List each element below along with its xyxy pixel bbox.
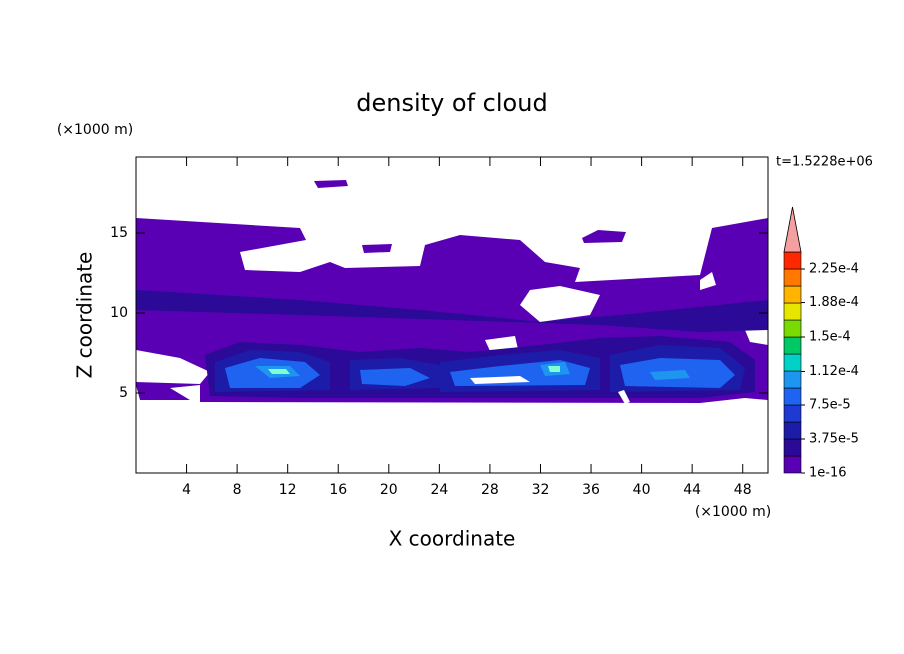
x-tick-label: 8 [233,482,242,498]
colorbar-tick-label: 1.12e-4 [809,364,859,379]
x-tick-label: 16 [329,482,347,498]
plot-frame [135,156,769,474]
colorbar-box [783,353,802,372]
colorbar-box [783,268,802,287]
colorbar: 1e-16 3.75e-5 7.5e-5 1.12e-4 1.5e-4 1.88e-4 2.… [783,206,859,481]
colorbar-box [783,302,802,321]
y-tick-label: 15 [110,225,128,241]
colorbar-box [783,336,802,355]
colorbar-box [783,438,802,457]
x-tick-label: 36 [582,482,600,498]
colorbar-box [783,370,802,389]
chart-title: density of cloud [356,89,547,117]
colorbar-box [783,387,802,406]
x-axis-label: X coordinate [389,527,516,551]
y-tick-label: 5 [119,385,128,401]
x-tick-label: 12 [279,482,297,498]
time-label: t=1.5228e+06 [776,155,873,170]
y-axis-label: Z coordinate [73,252,97,379]
contour-region [136,290,768,332]
colorbar-extend [783,206,802,253]
contour-region [225,358,735,388]
x-unit: (×1000 m) [695,504,771,520]
colorbar-tick-label: 3.75e-5 [809,432,859,447]
x-tick-label: 48 [734,482,752,498]
colorbar-box [783,421,802,440]
x-tick-label: 4 [182,482,191,498]
y-tick-label: 10 [110,305,128,321]
y-unit: (×1000 m) [57,122,133,138]
x-tick-label: 44 [683,482,701,498]
x-tick-label: 20 [380,482,398,498]
x-tick-label: 28 [481,482,499,498]
colorbar-tick-label: 2.25e-4 [809,262,859,277]
colorbar-box [783,251,802,270]
colorbar-box [783,319,802,338]
x-tick-label: 24 [430,482,448,498]
x-tick-label: 40 [633,482,651,498]
colorbar-box [783,404,802,423]
colorbar-tick-label: 7.5e-5 [809,398,851,413]
contour-field [136,180,768,404]
colorbar-tick-label: 1.88e-4 [809,295,859,310]
colorbar-box [783,285,802,304]
contour-hole [136,272,768,384]
colorbar-tick-label: 1e-16 [809,466,847,481]
x-tick-label: 32 [532,482,550,498]
colorbar-tick-label: 1.5e-4 [809,330,851,345]
colorbar-box [783,455,802,474]
contour-hole [470,376,630,404]
